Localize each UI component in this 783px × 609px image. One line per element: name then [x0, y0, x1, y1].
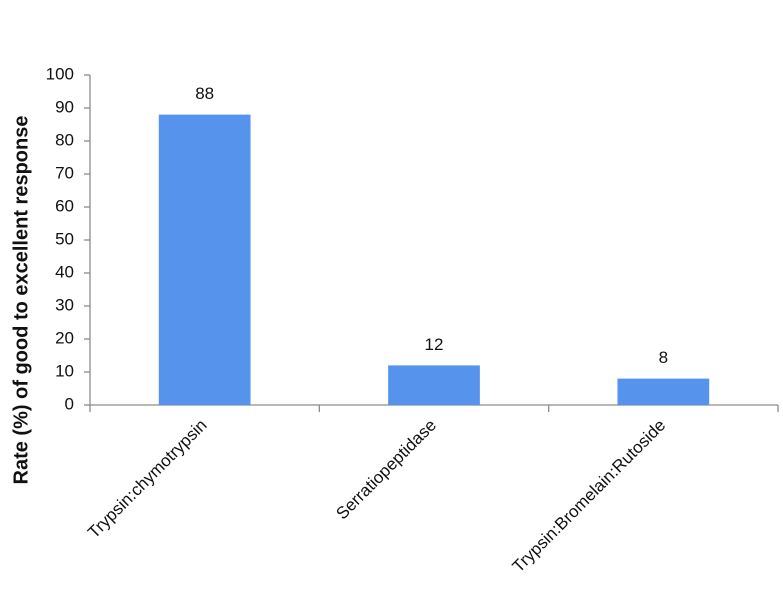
data-label: 88	[195, 84, 214, 103]
x-tick-label: Trypsin:chymotrypsin	[84, 416, 211, 543]
x-tick-label: Serratiopeptidase	[332, 416, 440, 524]
bar	[388, 365, 480, 405]
y-tick-label: 10	[55, 361, 74, 380]
y-tick-label: 30	[55, 295, 74, 314]
y-tick-label: 50	[55, 229, 74, 248]
data-label: 8	[659, 348, 668, 367]
x-tick-label: Trypsin:Bromelain:Rutoside	[509, 416, 670, 577]
data-label: 12	[425, 335, 444, 354]
y-tick-label: 0	[65, 394, 74, 413]
bar	[617, 378, 710, 405]
y-tick-label: 20	[55, 328, 74, 347]
y-tick-label: 100	[46, 64, 74, 83]
bar	[158, 114, 251, 405]
y-tick-label: 40	[55, 262, 74, 281]
y-tick-label: 80	[55, 130, 74, 149]
y-tick-label: 60	[55, 196, 74, 215]
y-tick-label: 70	[55, 163, 74, 182]
y-axis-label: Rate (%) of good to excellent response	[10, 116, 32, 485]
y-tick-label: 90	[55, 97, 74, 116]
